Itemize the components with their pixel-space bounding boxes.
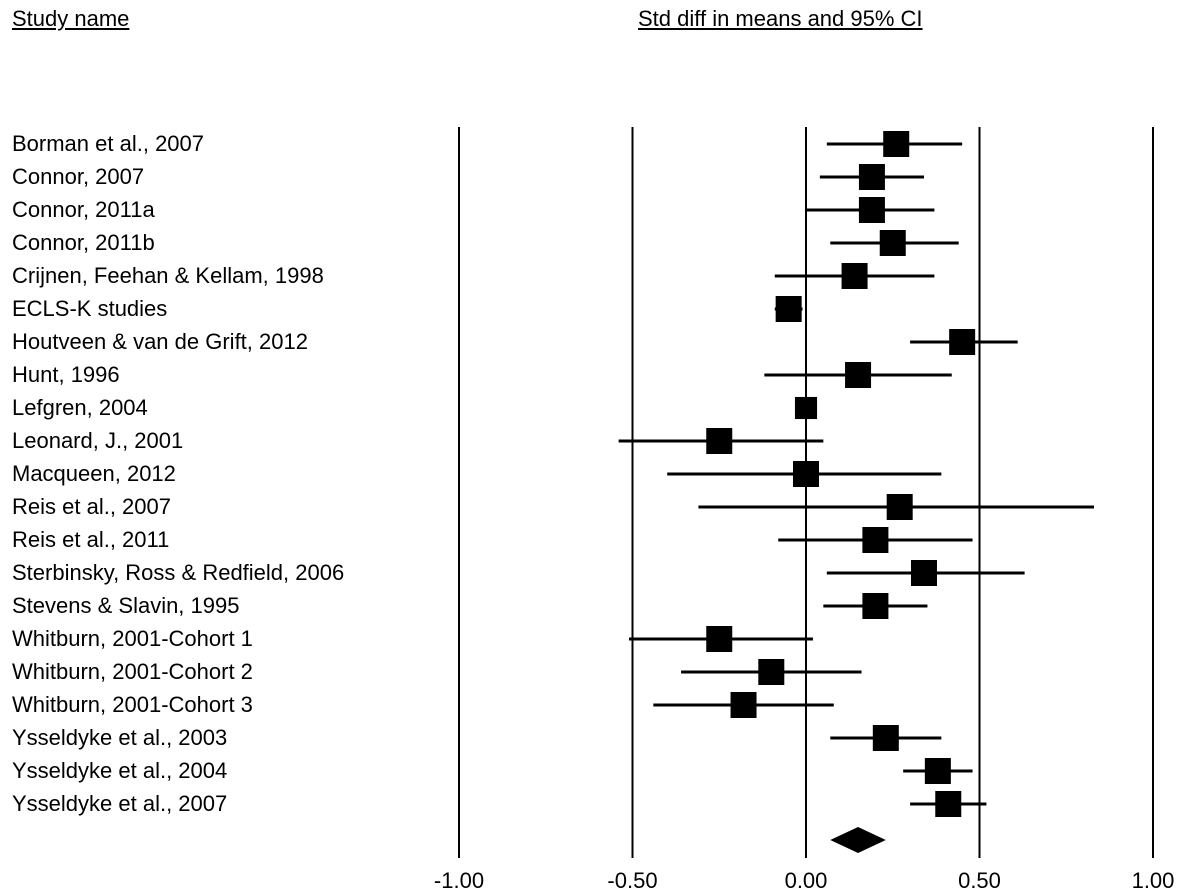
- point-estimate-square: [859, 164, 885, 190]
- point-estimate-square: [731, 692, 757, 718]
- point-estimate-square: [793, 461, 819, 487]
- x-tick-label: 1.00: [1132, 868, 1175, 892]
- point-estimate-square: [935, 791, 961, 817]
- point-estimate-square: [911, 560, 937, 586]
- point-estimate-square: [706, 428, 732, 454]
- point-estimate-square: [925, 758, 951, 784]
- x-tick-label: -1.00: [434, 868, 484, 892]
- point-estimate-square: [776, 296, 802, 322]
- point-estimate-square: [862, 593, 888, 619]
- x-tick-label: -0.50: [607, 868, 657, 892]
- point-estimate-square: [862, 527, 888, 553]
- x-tick-label: 0.00: [785, 868, 828, 892]
- point-estimate-square: [949, 329, 975, 355]
- point-estimate-square: [859, 197, 885, 223]
- x-tick-label: 0.50: [958, 868, 1001, 892]
- point-estimate-square: [887, 494, 913, 520]
- point-estimate-square: [883, 131, 909, 157]
- summary-diamond: [830, 827, 886, 853]
- point-estimate-square: [873, 725, 899, 751]
- point-estimate-square: [880, 230, 906, 256]
- point-estimate-square: [795, 397, 817, 419]
- point-estimate-square: [758, 659, 784, 685]
- point-estimate-square: [706, 626, 732, 652]
- point-estimate-square: [842, 263, 868, 289]
- point-estimate-square: [845, 362, 871, 388]
